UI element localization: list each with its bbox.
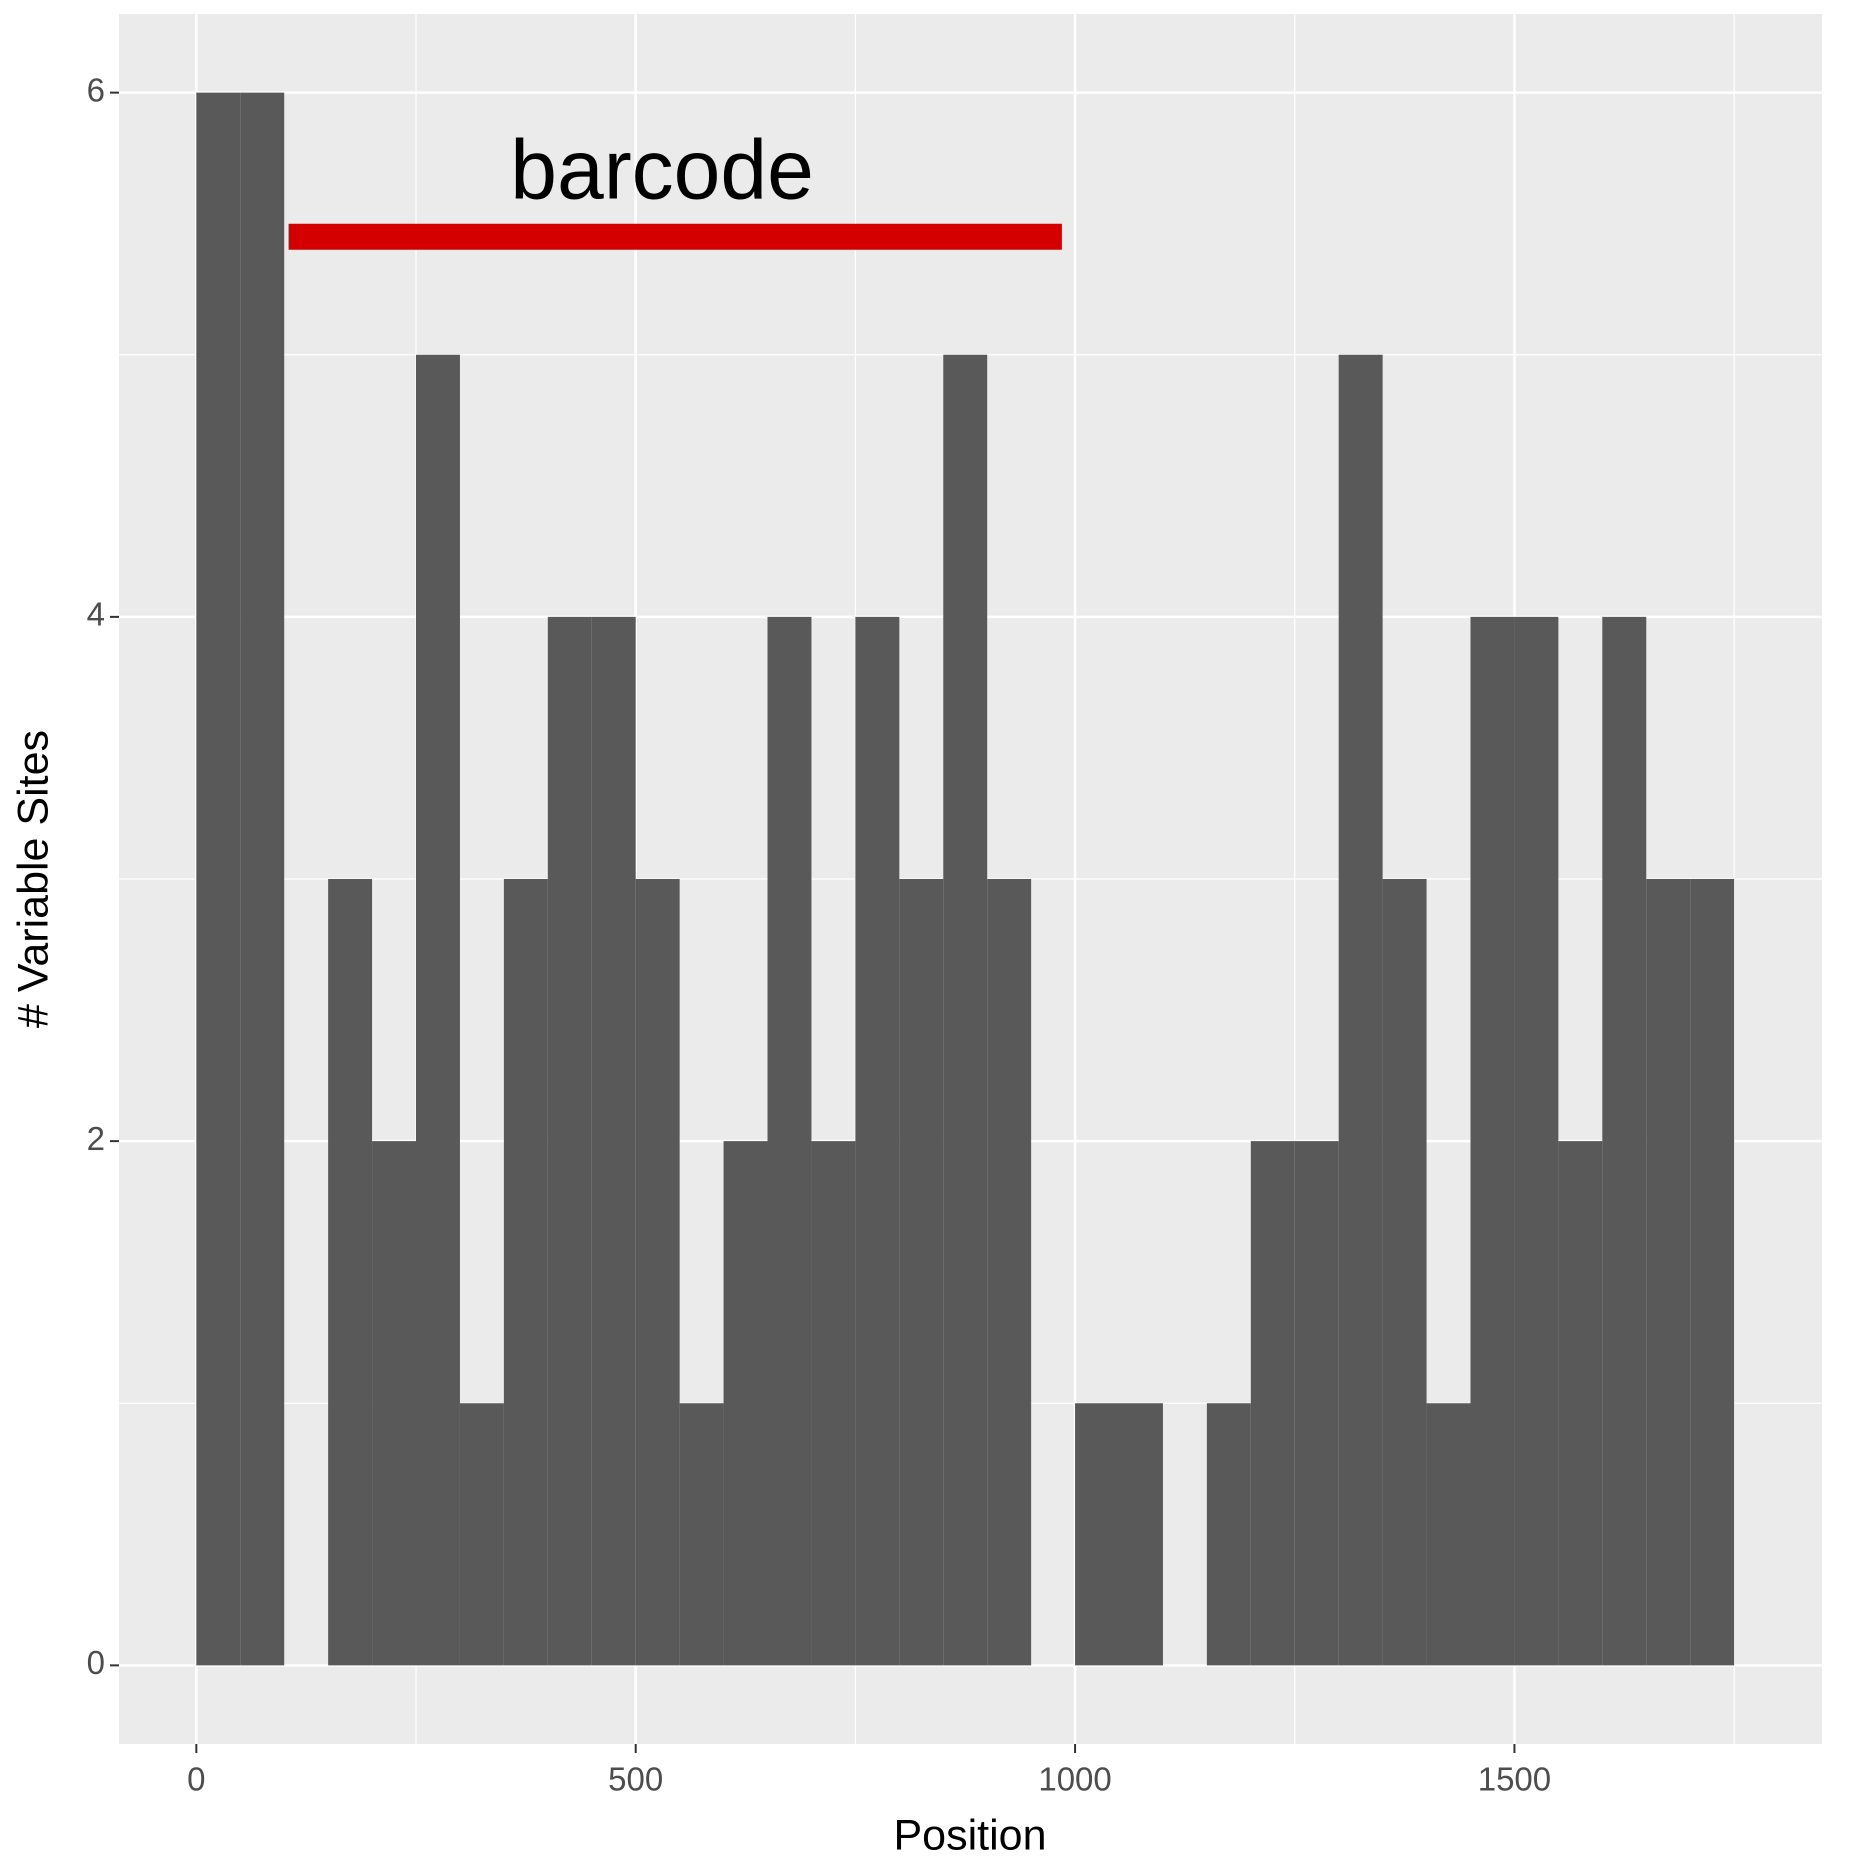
bar <box>416 354 460 1666</box>
bar <box>240 92 285 1666</box>
bar <box>1250 1141 1295 1666</box>
bar <box>723 1141 768 1666</box>
bar <box>1426 1403 1471 1666</box>
bar <box>1690 879 1735 1666</box>
bar <box>1470 616 1515 1666</box>
bar <box>591 616 636 1666</box>
bar <box>943 354 988 1666</box>
x-tick-label: 0 <box>187 1761 205 1798</box>
bar <box>1338 354 1383 1666</box>
bar <box>1075 1403 1120 1666</box>
bar <box>1602 616 1647 1666</box>
x-tick-label: 1000 <box>1038 1761 1111 1798</box>
bar <box>459 1403 504 1666</box>
bar <box>1558 1141 1603 1666</box>
bar <box>1646 879 1691 1666</box>
y-tick-label: 4 <box>87 596 105 633</box>
annotation-text: barcode <box>510 123 814 217</box>
y-axis-title: # Variable Sites <box>9 730 57 1028</box>
x-tick-label: 500 <box>608 1761 663 1798</box>
bar <box>372 1141 417 1666</box>
x-tick-label: 1500 <box>1478 1761 1551 1798</box>
bar <box>547 616 592 1666</box>
bar <box>767 616 812 1666</box>
bar <box>1294 1141 1339 1666</box>
bar <box>899 879 944 1666</box>
y-tick-label: 2 <box>87 1120 105 1157</box>
y-tick-label: 0 <box>87 1644 105 1681</box>
bar <box>196 92 241 1666</box>
bar <box>1382 879 1427 1666</box>
y-tick-label: 6 <box>87 71 105 108</box>
bar <box>503 879 548 1666</box>
bar <box>855 616 900 1666</box>
bar <box>328 879 373 1666</box>
bar <box>679 1403 724 1666</box>
bar <box>1206 1403 1251 1666</box>
bar <box>811 1141 856 1666</box>
bar <box>635 879 680 1666</box>
bar <box>1119 1403 1163 1666</box>
bar <box>987 879 1032 1666</box>
x-axis-title: Position <box>894 1811 1047 1859</box>
bar <box>1514 616 1559 1666</box>
